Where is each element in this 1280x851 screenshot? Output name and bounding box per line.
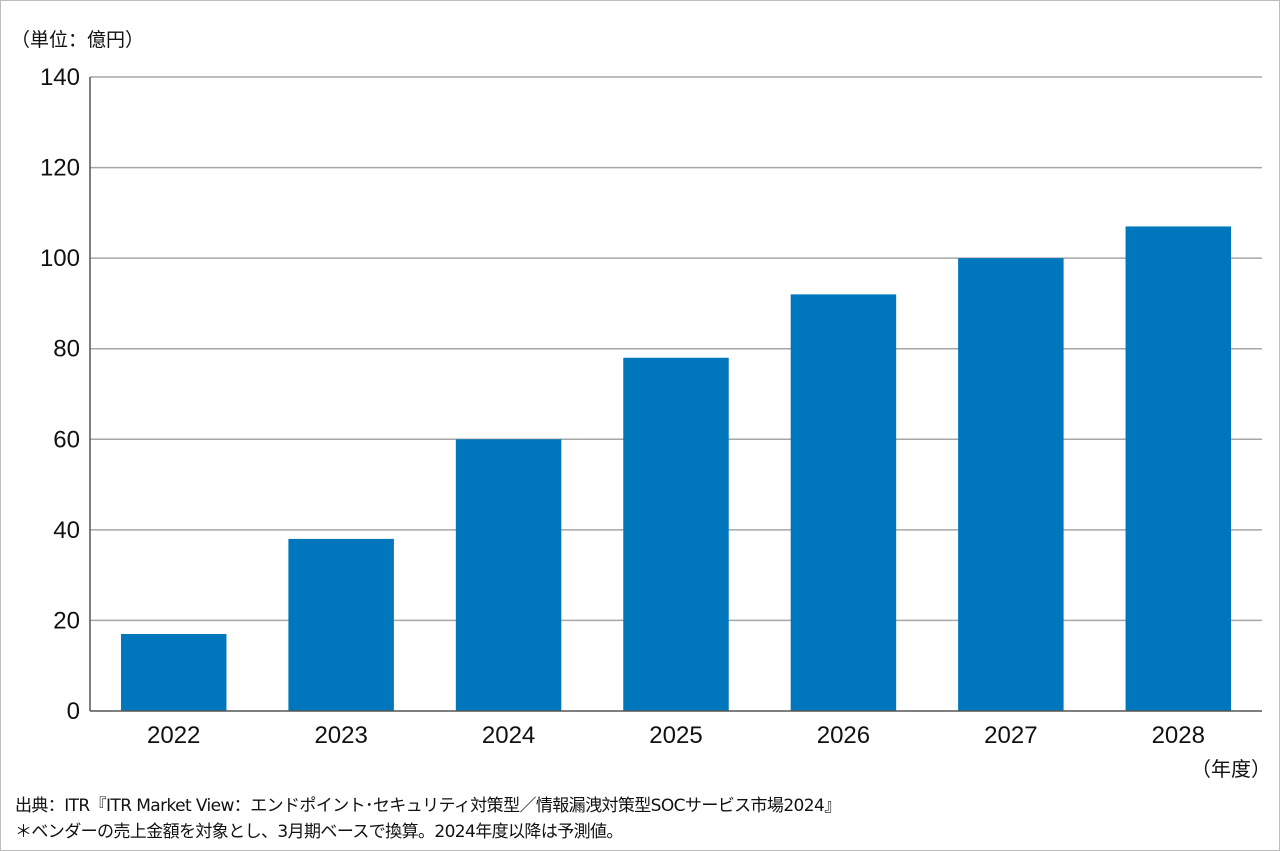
- bar-2022: [120, 634, 227, 711]
- x-tick-label: 2023: [314, 722, 367, 749]
- x-unit-label: （年度）: [1191, 757, 1271, 781]
- y-unit-label: （単位：億円）: [11, 29, 145, 51]
- x-tick-label: 2028: [1152, 722, 1205, 749]
- bars: [120, 226, 1232, 711]
- x-tick-label: 2024: [482, 722, 535, 749]
- y-tick-label: 0: [67, 698, 80, 725]
- x-tick-labels: 2022 2023 2024 2025 2026 2027 2028: [147, 722, 1205, 749]
- y-tick-label: 120: [40, 155, 80, 182]
- bar-2024: [455, 439, 562, 711]
- bar-2023: [288, 538, 394, 711]
- axes: [89, 77, 1262, 712]
- y-tick-label: 40: [53, 517, 80, 544]
- y-tick-label: 140: [40, 64, 80, 91]
- y-tick-label: 20: [53, 607, 80, 634]
- y-tick-label: 100: [40, 245, 80, 272]
- x-tick-label: 2022: [147, 722, 200, 749]
- x-tick-label: 2026: [817, 722, 870, 749]
- bar-2027: [958, 258, 1064, 711]
- source-note: 出典：ITR『ITR Market View：エンドポイント･セキュリティ対策型…: [15, 796, 841, 816]
- bar-2025: [623, 357, 729, 711]
- y-tick-label: 80: [53, 336, 80, 363]
- y-tick-label: 60: [53, 426, 80, 453]
- x-tick-label: 2027: [984, 722, 1037, 749]
- bar-2026: [790, 294, 897, 711]
- x-tick-label: 2025: [649, 722, 702, 749]
- bar-2028: [1125, 226, 1232, 711]
- footnote: ＊ベンダーの売上金額を対象とし、3月期ベースで換算。2024年度以降は予測値。: [15, 822, 623, 842]
- y-tick-labels: 0 20 40 60 80 100 120 140: [40, 64, 80, 725]
